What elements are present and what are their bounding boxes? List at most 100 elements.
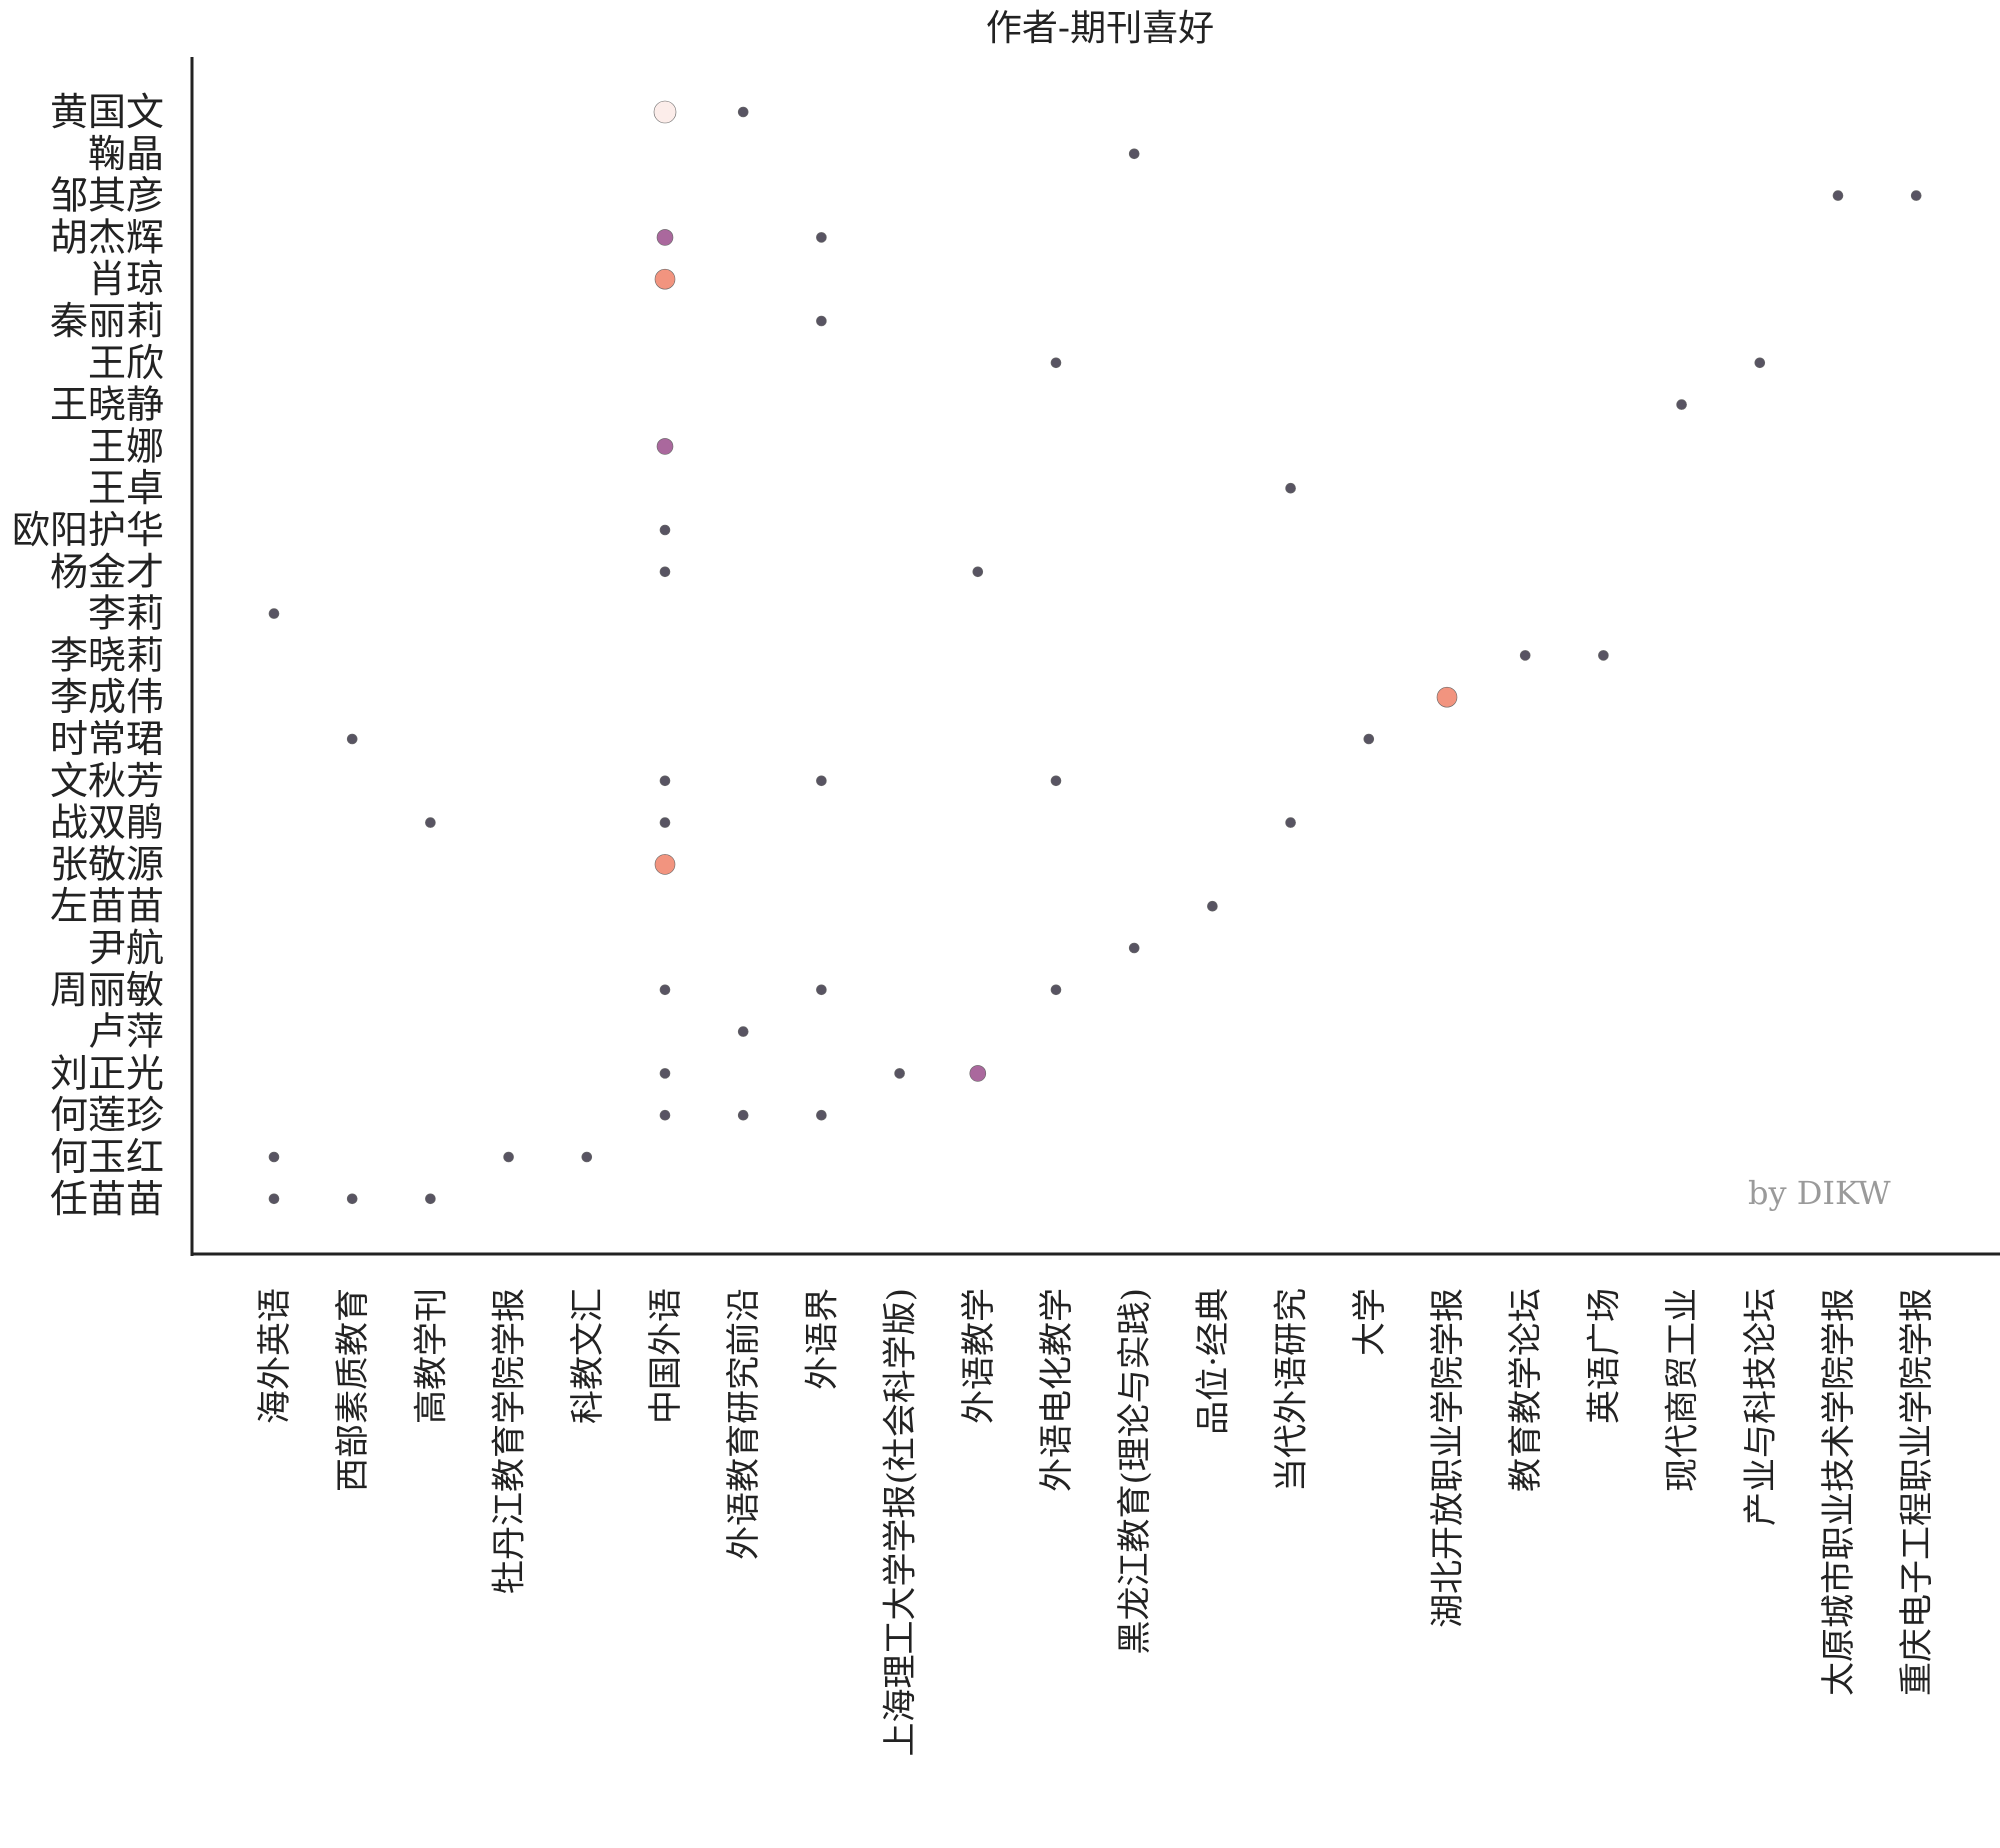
data-point [737,1026,749,1037]
data-point [656,229,674,246]
data-point [972,566,984,578]
y-tick-label: 胡杰辉 [50,215,164,259]
x-tick-label: 重庆电子工程职业学院学报 [1897,1288,1937,1696]
data-point [659,566,671,578]
x-tick-label: 现代商贸工业 [1663,1288,1703,1492]
data-point [737,106,749,118]
y-tick-label: 任苗苗 [50,1177,164,1221]
x-tick-label: 中国外语 [646,1288,686,1424]
y-tick-label: 邹其彦 [50,174,164,218]
x-tick-label: 英语广场 [1584,1288,1624,1424]
y-tick-label: 文秋芳 [50,759,164,803]
data-point [659,1068,671,1079]
data-point [653,100,677,124]
y-tick-label: 战双鹃 [50,801,164,845]
data-point [659,984,671,996]
data-point [1832,190,1844,201]
x-tick-label: 太原城市职业技术学院学报 [1819,1288,1859,1696]
x-tick-label: 海外英语 [255,1288,295,1424]
data-point [659,1109,671,1121]
data-point [1285,482,1296,494]
data-point [346,733,358,745]
data-point [581,1151,593,1163]
watermark: by DIKW [1748,1174,1891,1212]
y-tick-label: 李晓莉 [50,633,164,677]
data-point [659,817,671,828]
data-point [268,1151,280,1163]
data-point [425,817,436,828]
data-point [894,1068,905,1079]
x-tick-label: 上海理工大学学报(社会科学版) [881,1288,921,1757]
data-point [659,524,671,536]
y-tick-label: 黄国文 [50,90,164,134]
data-point [1050,357,1062,369]
x-tick-label: 西部素质教育 [333,1288,373,1492]
data-point [737,1109,749,1121]
data-point [816,1109,827,1121]
y-tick-label: 欧阳护华 [12,508,164,552]
data-point [656,438,674,455]
data-point [1050,775,1062,787]
data-point [425,1193,436,1205]
data-point [1050,984,1062,996]
data-point [816,315,827,327]
y-tick-label: 鞠晶 [88,132,164,176]
y-tick-label: 李莉 [88,592,164,636]
x-tick-label: 外语界 [802,1288,842,1390]
y-tick-label: 秦丽莉 [50,299,164,343]
data-point [1207,900,1218,912]
data-point [1676,399,1687,410]
data-point [268,608,280,619]
x-tick-label: 牡丹江教育学院学报 [490,1288,530,1594]
y-tick-label: 王欣 [88,341,164,385]
x-tick-label: 品位·经典 [1193,1288,1233,1435]
y-tick-label: 张敬源 [50,842,164,886]
y-tick-label: 王娜 [88,424,164,468]
y-tick-label: 肖琼 [88,257,164,301]
y-tick-label: 王卓 [88,466,164,510]
data-point [346,1193,358,1205]
chart-title: 作者-期刊喜好 [986,8,1214,49]
x-tick-label: 大学 [1350,1288,1390,1356]
data-point [654,268,676,290]
x-tick-label: 外语教学 [959,1288,999,1424]
x-tick-label: 科教文汇 [568,1288,608,1424]
x-tick-label: 黑龙江教育(理论与实践) [1115,1288,1155,1655]
x-tick-label: 产业与科技论坛 [1741,1288,1781,1526]
y-tick-label: 杨金才 [50,550,164,594]
y-tick-label: 时常珺 [50,717,164,761]
y-tick-label: 刘正光 [50,1051,164,1095]
data-point [1436,686,1458,708]
data-point [969,1065,987,1082]
data-point [1598,650,1609,661]
data-point [1128,148,1140,160]
data-point [659,775,671,787]
data-point [268,1193,280,1205]
y-tick-label: 左苗苗 [50,884,164,928]
y-tick-label: 何莲珍 [50,1093,164,1137]
y-tick-label: 王晓静 [50,383,164,427]
data-point [654,854,676,875]
x-tick-label: 教育教学论坛 [1506,1288,1546,1492]
data-point [816,232,827,243]
data-point [1519,650,1531,661]
x-tick-label: 当代外语研究 [1272,1288,1312,1492]
data-point [1285,817,1296,828]
x-tick-labels: 海外英语 西部素质教育 高教学刊 牡丹江教育学院学报 科教文汇 中国外语 外语教育研究前沿外… [255,1288,1937,1757]
y-tick-label: 何玉红 [50,1135,164,1179]
data-point [816,775,827,787]
x-tick-label: 高教学刊 [411,1288,451,1424]
data-point [503,1151,514,1163]
data-points [268,100,1922,1205]
x-tick-label: 湖北开放职业学院学报 [1428,1288,1468,1628]
data-point [816,984,827,996]
y-tick-label: 周丽敏 [50,968,164,1012]
x-tick-label: 外语教育研究前沿 [724,1288,764,1560]
data-point [1363,733,1375,745]
data-point [1910,190,1922,201]
data-point [1128,942,1140,954]
y-tick-label: 尹航 [88,926,164,970]
y-tick-labels: 黄国文鞠晶邹其彦胡杰辉肖琼秦丽莉王欣王晓静王娜王卓欧阳护华杨金才李莉李晓莉李成伟… [12,90,164,1221]
